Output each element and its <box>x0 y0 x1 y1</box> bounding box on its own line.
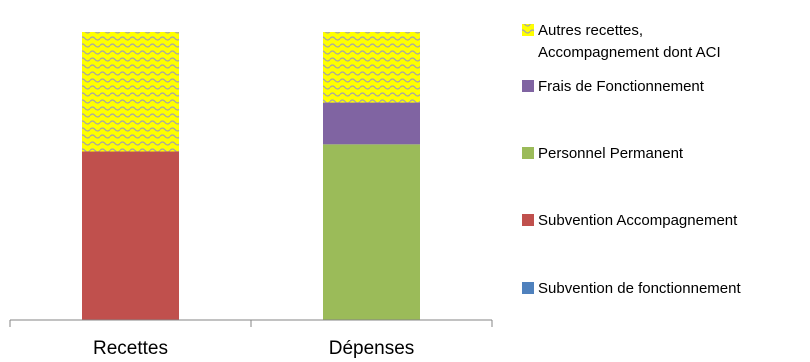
legend-label: Accompagnement dont ACI <box>538 44 721 61</box>
legend-item-subvention-de-fonctionnement: Subvention de fonctionnement <box>522 280 741 297</box>
bars-layer <box>82 32 420 320</box>
legend-item-subvention-accompagnement: Subvention Accompagnement <box>522 212 738 229</box>
bar-recettes-autres-recettes-accompagnement-dont-aci <box>82 32 179 152</box>
legend-item-frais-de-fonctionnement: Frais de Fonctionnement <box>522 78 705 95</box>
legend-label: Autres recettes, <box>538 22 643 39</box>
legend-label: Subvention Accompagnement <box>538 212 738 229</box>
bar-depenses-autres-recettes-accompagnement-dont-aci <box>323 32 420 103</box>
legend-label: Frais de Fonctionnement <box>538 78 705 95</box>
x-tick-label: Dépenses <box>329 338 415 359</box>
x-tick-labels: Recettes Dépenses <box>93 338 414 359</box>
legend-swatch <box>522 282 534 294</box>
legend-item-autres-recettes-accompagnement-dont-aci: Autres recettes, Accompagnement dont ACI <box>522 22 721 61</box>
bar-recettes-subvention-accompagnement <box>82 151 179 320</box>
legend-swatch <box>522 214 534 226</box>
legend: Autres recettes, Accompagnement dont ACI F… <box>522 22 741 297</box>
bar-depenses-personnel-permanent <box>323 144 420 320</box>
legend-item-personnel-permanent: Personnel Permanent <box>522 145 684 162</box>
legend-label: Personnel Permanent <box>538 145 684 162</box>
x-tick-label: Recettes <box>93 338 168 359</box>
legend-swatch <box>522 24 534 36</box>
bar-depenses-frais-de-fonctionnement <box>323 102 420 145</box>
legend-label: Subvention de fonctionnement <box>538 280 741 297</box>
legend-swatch <box>522 147 534 159</box>
x-axis <box>9 319 493 327</box>
legend-swatch <box>522 80 534 92</box>
